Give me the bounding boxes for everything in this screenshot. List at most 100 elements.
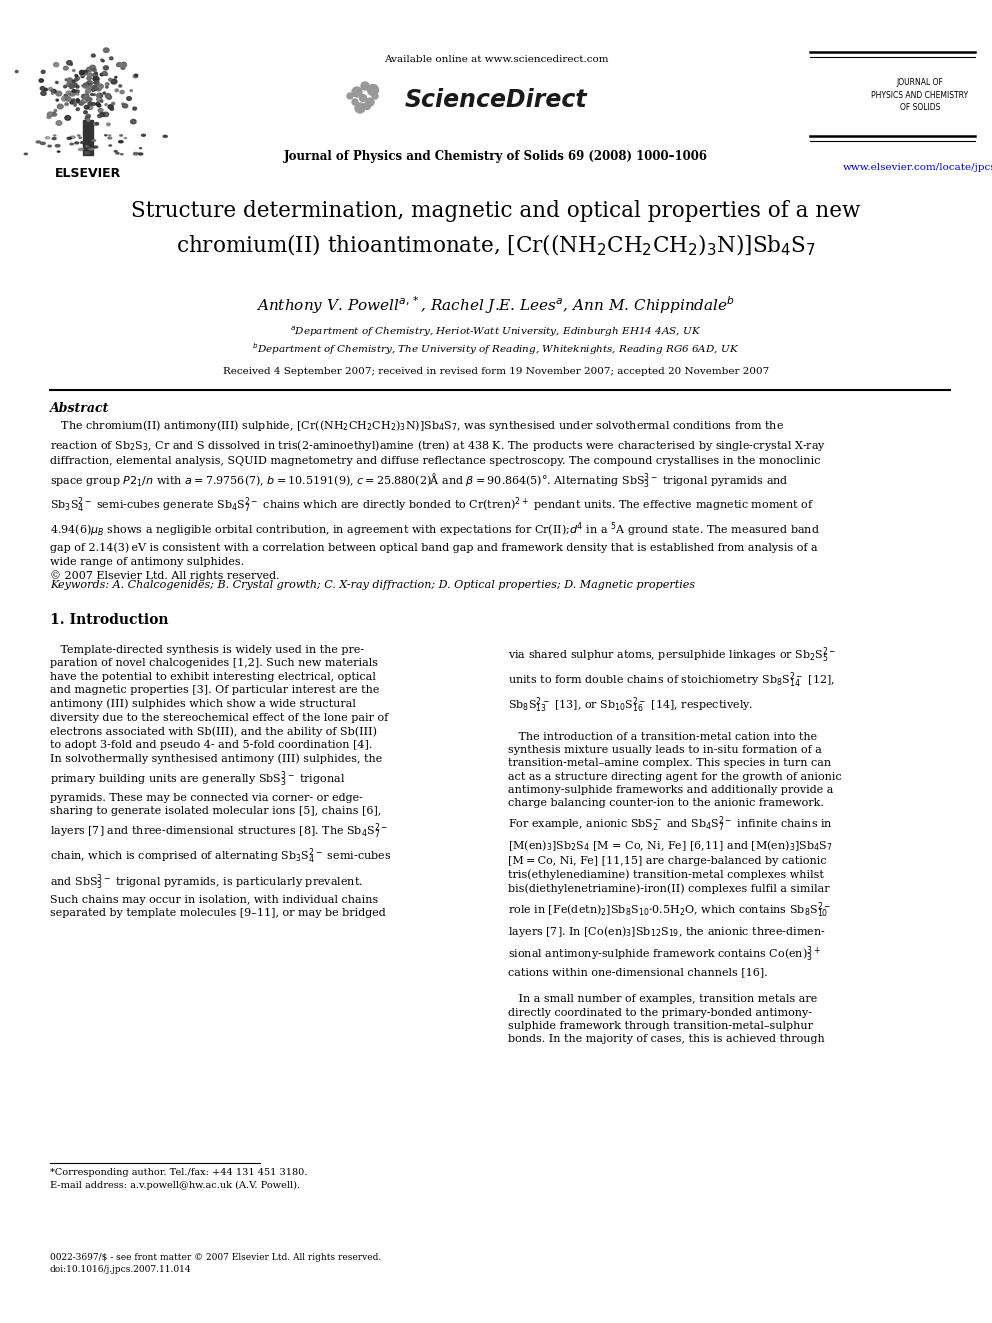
Ellipse shape [89, 98, 92, 101]
Circle shape [347, 93, 353, 99]
Ellipse shape [66, 82, 72, 86]
Ellipse shape [97, 85, 103, 89]
Ellipse shape [79, 71, 85, 75]
Ellipse shape [47, 115, 51, 119]
Text: Keywords: A. Chalcogenides; B. Crystal growth; C. X-ray diffraction; D. Optical : Keywords: A. Chalcogenides; B. Crystal g… [50, 579, 695, 590]
Ellipse shape [131, 119, 136, 124]
Ellipse shape [55, 110, 57, 111]
Ellipse shape [163, 135, 168, 138]
Ellipse shape [87, 77, 91, 79]
Text: ScienceDirect: ScienceDirect [405, 89, 587, 112]
Ellipse shape [41, 91, 46, 95]
Ellipse shape [101, 60, 103, 61]
Ellipse shape [58, 105, 63, 108]
Ellipse shape [76, 99, 80, 103]
Ellipse shape [90, 86, 96, 91]
Ellipse shape [108, 105, 113, 108]
Text: The chromium(II) antimony(III) sulphide, [Cr((NH$_2$CH$_2$CH$_2$)$_3$N)]Sb$_4$S$: The chromium(II) antimony(III) sulphide,… [50, 418, 826, 581]
Ellipse shape [119, 140, 123, 143]
Circle shape [366, 98, 374, 106]
Text: www.elsevier.com/locate/jpcs: www.elsevier.com/locate/jpcs [843, 163, 992, 172]
Ellipse shape [102, 71, 107, 75]
Ellipse shape [85, 89, 90, 93]
Ellipse shape [73, 90, 78, 94]
Ellipse shape [92, 67, 96, 71]
Ellipse shape [98, 85, 103, 89]
Ellipse shape [100, 73, 103, 75]
Ellipse shape [105, 86, 108, 89]
Ellipse shape [76, 99, 79, 101]
Ellipse shape [65, 79, 67, 81]
Ellipse shape [66, 91, 70, 94]
Ellipse shape [87, 147, 90, 148]
Ellipse shape [95, 86, 101, 91]
Ellipse shape [90, 94, 93, 95]
Ellipse shape [116, 152, 119, 153]
Ellipse shape [95, 123, 98, 124]
Ellipse shape [81, 98, 87, 103]
Ellipse shape [90, 65, 95, 70]
Ellipse shape [133, 107, 137, 110]
Ellipse shape [121, 66, 125, 69]
Ellipse shape [65, 97, 71, 101]
Ellipse shape [53, 138, 57, 139]
Ellipse shape [93, 77, 98, 81]
Ellipse shape [48, 112, 54, 116]
Ellipse shape [65, 98, 67, 99]
Ellipse shape [103, 66, 108, 70]
Text: JOURNAL OF
PHYSICS AND CHEMISTRY
OF SOLIDS: JOURNAL OF PHYSICS AND CHEMISTRY OF SOLI… [871, 78, 968, 112]
Ellipse shape [67, 78, 72, 82]
Ellipse shape [74, 142, 78, 144]
Ellipse shape [70, 101, 74, 105]
Ellipse shape [135, 74, 138, 77]
Circle shape [352, 87, 362, 97]
Ellipse shape [52, 93, 54, 94]
Ellipse shape [45, 89, 48, 91]
Text: ELSEVIER: ELSEVIER [55, 167, 121, 180]
Ellipse shape [63, 85, 66, 87]
Text: *Corresponding author. Tel./fax: +44 131 451 3180.: *Corresponding author. Tel./fax: +44 131… [50, 1168, 308, 1177]
Ellipse shape [103, 112, 109, 116]
Ellipse shape [109, 57, 113, 60]
Ellipse shape [93, 94, 95, 95]
Ellipse shape [86, 81, 92, 86]
Ellipse shape [81, 85, 84, 87]
Ellipse shape [123, 103, 128, 108]
Ellipse shape [93, 146, 97, 148]
Ellipse shape [62, 97, 67, 101]
Ellipse shape [72, 70, 75, 71]
Ellipse shape [103, 93, 105, 94]
Ellipse shape [85, 91, 89, 94]
Ellipse shape [114, 151, 117, 152]
Ellipse shape [42, 70, 45, 73]
Ellipse shape [97, 105, 101, 107]
Ellipse shape [84, 97, 87, 98]
Ellipse shape [100, 112, 104, 116]
Ellipse shape [87, 73, 92, 77]
Ellipse shape [15, 70, 18, 73]
Ellipse shape [53, 112, 57, 116]
Ellipse shape [120, 135, 122, 136]
Ellipse shape [83, 94, 89, 98]
Ellipse shape [82, 95, 86, 99]
Ellipse shape [108, 138, 112, 139]
Ellipse shape [69, 91, 75, 97]
Ellipse shape [94, 123, 97, 126]
Ellipse shape [67, 82, 73, 86]
Ellipse shape [96, 102, 100, 106]
Ellipse shape [75, 77, 79, 79]
Ellipse shape [56, 144, 61, 147]
Ellipse shape [96, 97, 102, 102]
Text: chromium(II) thioantimonate, [Cr((NH$_2$CH$_2$CH$_2$)$_3$N)]Sb$_4$S$_7$: chromium(II) thioantimonate, [Cr((NH$_2$… [176, 233, 816, 258]
Ellipse shape [130, 90, 132, 91]
Ellipse shape [87, 106, 92, 110]
Ellipse shape [111, 79, 117, 83]
Ellipse shape [92, 103, 95, 106]
Ellipse shape [107, 123, 110, 126]
Ellipse shape [76, 107, 79, 110]
Ellipse shape [120, 90, 124, 94]
Ellipse shape [71, 83, 74, 85]
Ellipse shape [24, 153, 28, 155]
Ellipse shape [76, 108, 79, 111]
Ellipse shape [89, 148, 93, 149]
